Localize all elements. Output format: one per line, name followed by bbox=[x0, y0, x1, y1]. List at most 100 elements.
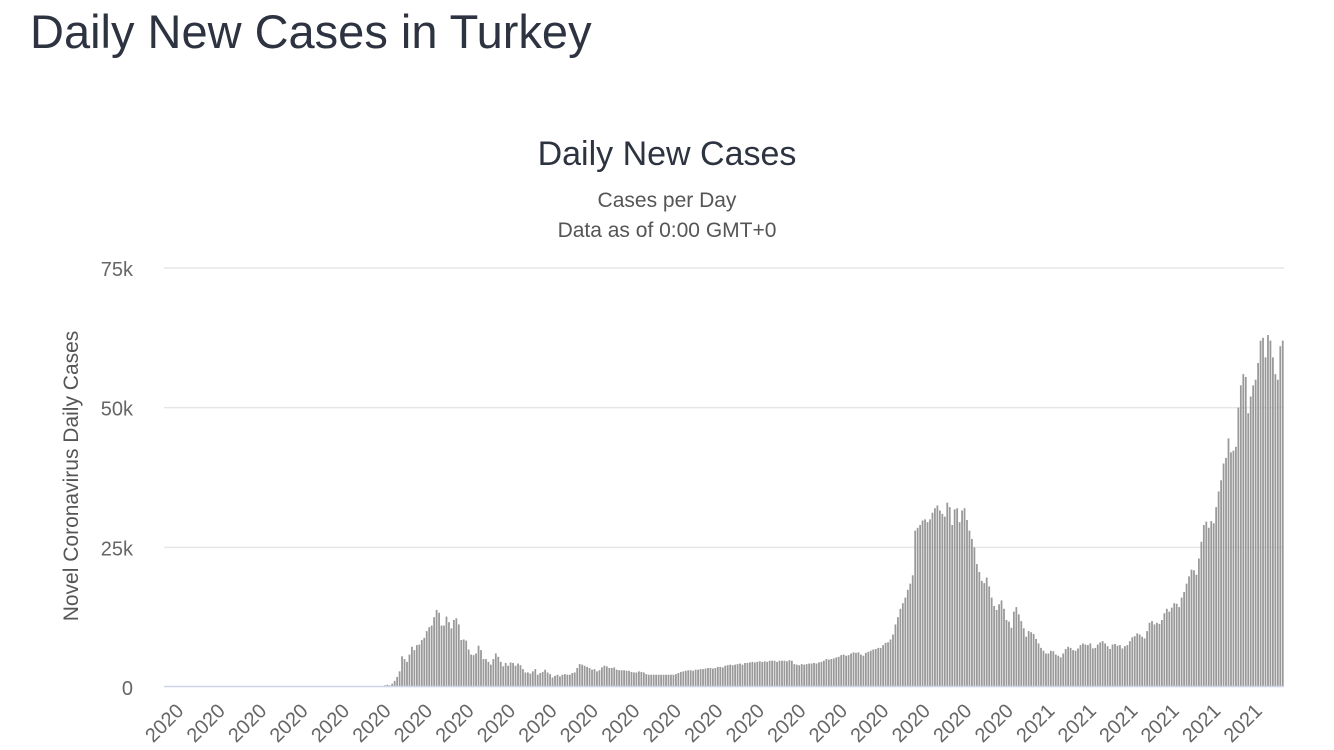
bar bbox=[818, 662, 820, 687]
bar bbox=[1003, 608, 1005, 687]
bar bbox=[808, 663, 810, 687]
bar bbox=[953, 509, 956, 687]
bar bbox=[852, 652, 855, 687]
bar bbox=[938, 510, 941, 687]
bar bbox=[726, 665, 729, 687]
x-tick-label: 2020 bbox=[805, 700, 852, 747]
bar bbox=[929, 519, 931, 687]
bar bbox=[633, 672, 635, 687]
bar bbox=[647, 674, 650, 687]
bar bbox=[391, 683, 394, 687]
bar bbox=[758, 661, 761, 687]
bar bbox=[489, 664, 492, 687]
bar bbox=[1045, 653, 1047, 687]
bar bbox=[517, 663, 519, 687]
bar bbox=[1254, 379, 1257, 687]
bar bbox=[1025, 636, 1028, 687]
bar bbox=[615, 669, 618, 687]
bar bbox=[667, 674, 670, 687]
bar bbox=[1133, 636, 1136, 687]
bar bbox=[445, 616, 448, 687]
x-tick-label: 2020 bbox=[929, 700, 976, 747]
bar bbox=[687, 670, 690, 687]
bar bbox=[413, 650, 416, 687]
x-tick-label: 2020 bbox=[971, 700, 1018, 747]
bar bbox=[465, 640, 468, 687]
bar bbox=[788, 660, 791, 687]
bar bbox=[1094, 647, 1097, 687]
bar bbox=[608, 668, 611, 687]
bar bbox=[482, 659, 485, 687]
bar bbox=[1269, 340, 1272, 687]
x-tick-label: 2021 bbox=[1012, 700, 1059, 747]
bar bbox=[815, 663, 818, 687]
bar bbox=[995, 609, 998, 687]
bar bbox=[593, 669, 596, 687]
bar bbox=[420, 640, 423, 687]
bar bbox=[546, 672, 549, 687]
bar bbox=[1089, 643, 1092, 687]
bar bbox=[911, 575, 914, 687]
bar bbox=[1190, 569, 1193, 687]
bar bbox=[1267, 335, 1269, 687]
bar bbox=[1158, 623, 1161, 687]
bar bbox=[975, 564, 978, 687]
bar bbox=[1062, 653, 1065, 687]
bar bbox=[571, 673, 574, 687]
x-tick-label: 2020 bbox=[888, 700, 935, 747]
bar bbox=[906, 589, 909, 687]
bar bbox=[1198, 558, 1200, 687]
bar bbox=[1052, 651, 1055, 687]
bar bbox=[541, 671, 544, 687]
bar bbox=[716, 666, 719, 687]
bar bbox=[652, 674, 655, 687]
bar bbox=[452, 619, 455, 687]
bar bbox=[894, 624, 897, 687]
bar bbox=[1000, 600, 1003, 687]
y-tick-label: 0 bbox=[122, 678, 133, 700]
bar bbox=[573, 672, 576, 687]
bar bbox=[536, 674, 539, 687]
bar bbox=[790, 660, 793, 687]
x-tick-label: 2020 bbox=[390, 700, 437, 747]
bar bbox=[524, 672, 527, 687]
bar bbox=[438, 612, 440, 687]
bar bbox=[1086, 645, 1089, 687]
bar bbox=[1114, 643, 1116, 687]
bar bbox=[1054, 654, 1057, 687]
bar bbox=[855, 652, 857, 687]
bar bbox=[411, 646, 413, 687]
bar bbox=[425, 631, 428, 687]
bar bbox=[576, 668, 579, 687]
bar bbox=[581, 664, 584, 687]
bar bbox=[642, 672, 645, 687]
bar bbox=[1178, 607, 1181, 687]
bar bbox=[623, 670, 625, 687]
bar bbox=[689, 670, 692, 687]
x-tick-label: 2020 bbox=[639, 700, 686, 747]
bar bbox=[1262, 337, 1264, 687]
bar bbox=[869, 650, 872, 687]
bar bbox=[1220, 480, 1222, 687]
bar bbox=[1163, 613, 1166, 687]
bar bbox=[924, 519, 926, 687]
bar bbox=[1193, 570, 1195, 687]
bar bbox=[1057, 655, 1060, 687]
bar bbox=[709, 668, 712, 687]
bar bbox=[613, 667, 616, 687]
bar bbox=[749, 662, 751, 687]
bar bbox=[433, 617, 436, 687]
bar bbox=[721, 667, 724, 687]
bar bbox=[1084, 644, 1087, 687]
bar bbox=[440, 625, 443, 687]
bar bbox=[1126, 645, 1129, 687]
bar bbox=[625, 670, 628, 687]
bar bbox=[499, 661, 502, 687]
bar bbox=[554, 675, 556, 687]
bar bbox=[1121, 648, 1124, 687]
bar bbox=[786, 661, 788, 687]
bar bbox=[909, 583, 912, 687]
bar bbox=[393, 680, 396, 687]
bar bbox=[934, 508, 936, 687]
bar bbox=[1064, 649, 1067, 687]
